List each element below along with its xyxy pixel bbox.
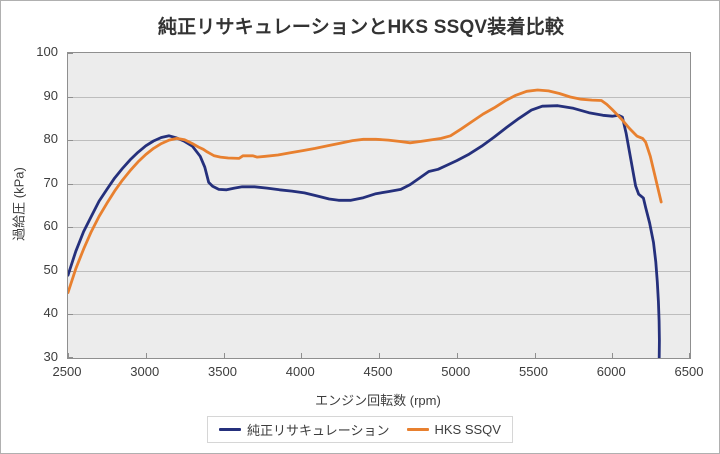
gridline-y-70 bbox=[68, 183, 690, 185]
y-tick-label-40: 40 bbox=[43, 305, 58, 321]
x-tick-mark bbox=[612, 353, 614, 358]
x-tick-label-6000: 6000 bbox=[596, 364, 626, 379]
gridline-y-40 bbox=[68, 314, 690, 316]
legend-label-stock: 純正リサキュレーション bbox=[247, 423, 390, 438]
x-tick-label-5500: 5500 bbox=[519, 364, 548, 379]
gridline-y-60 bbox=[68, 227, 690, 229]
y-tick-label-70: 70 bbox=[43, 174, 58, 190]
chart-canvas bbox=[68, 88, 663, 358]
stock-line-swatch bbox=[219, 428, 242, 431]
x-tick-label-3000: 3000 bbox=[130, 364, 160, 379]
x-tick-mark bbox=[223, 353, 225, 358]
plot-area bbox=[67, 52, 691, 359]
y-tick-mark bbox=[68, 227, 73, 229]
x-tick-mark bbox=[534, 353, 536, 358]
legend: 純正リサキュレーション HKS SSQV bbox=[207, 416, 513, 443]
x-tick-label-2500: 2500 bbox=[52, 364, 82, 379]
y-tick-mark bbox=[68, 53, 73, 54]
hks-ssqv-line-swatch bbox=[406, 428, 429, 431]
gridline-y-50 bbox=[68, 270, 690, 272]
y-tick-mark bbox=[68, 183, 73, 185]
y-tick-label-50: 50 bbox=[43, 261, 58, 277]
x-tick-mark bbox=[689, 353, 690, 358]
y-tick-label-30: 30 bbox=[43, 349, 58, 364]
x-tick-label-4500: 4500 bbox=[363, 364, 393, 379]
chart-title: 純正リサキュレーションとHKS SSQV装着比較 bbox=[157, 17, 565, 38]
x-tick-label-6500: 6500 bbox=[674, 364, 704, 379]
x-tick-mark bbox=[456, 353, 458, 358]
y-tick-mark bbox=[68, 140, 73, 142]
y-tick-label-90: 90 bbox=[43, 87, 58, 103]
legend-item-stock: 純正リサキュレーション bbox=[219, 420, 390, 439]
y-tick-label-60: 60 bbox=[43, 218, 58, 234]
y-tick-mark bbox=[68, 314, 73, 316]
x-tick-label-4000: 4000 bbox=[285, 364, 315, 379]
legend-label-hks-ssqv: HKS SSQV bbox=[434, 422, 501, 437]
y-tick-mark bbox=[68, 96, 73, 98]
y-tick-mark bbox=[68, 357, 73, 358]
x-tick-label-5000: 5000 bbox=[441, 364, 471, 379]
x-tick-mark bbox=[68, 353, 69, 358]
x-axis-title: エンジン回転数 (rpm) bbox=[315, 393, 441, 408]
y-tick-label-100: 100 bbox=[36, 44, 58, 59]
series-line-stock bbox=[68, 104, 661, 358]
gridline-y-90 bbox=[68, 96, 690, 98]
x-tick-mark bbox=[145, 353, 147, 358]
legend-item-hks-ssqv: HKS SSQV bbox=[406, 422, 501, 437]
x-tick-label-3500: 3500 bbox=[208, 364, 237, 379]
x-tick-mark bbox=[379, 353, 380, 358]
y-tick-label-80: 80 bbox=[43, 131, 58, 147]
x-tick-mark bbox=[301, 353, 303, 358]
series-line-hks-ssqv bbox=[68, 88, 663, 295]
